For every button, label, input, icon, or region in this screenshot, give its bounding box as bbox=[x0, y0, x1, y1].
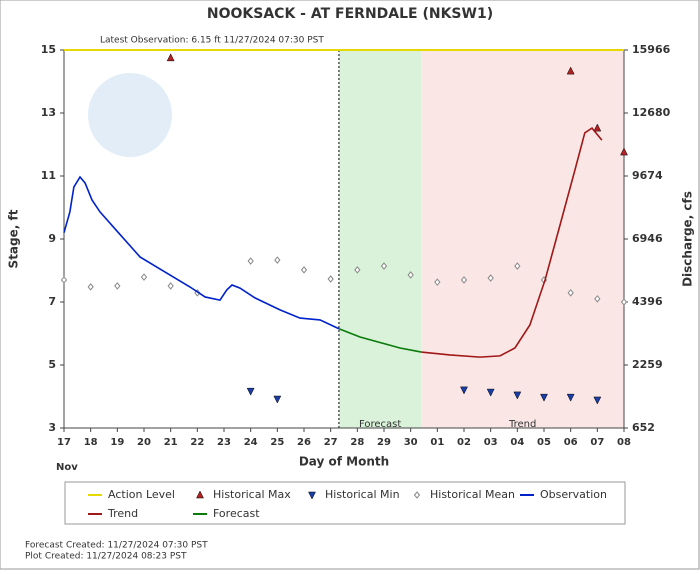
legend-swatch bbox=[413, 491, 421, 499]
footer: Forecast Created: 11/27/2024 07:30 PST bbox=[25, 541, 208, 551]
subtitle: Latest Observation: 6.15 ft 11/27/2024 0… bbox=[100, 36, 324, 46]
legend-label: Historical Mean bbox=[430, 488, 515, 501]
series-marker bbox=[514, 262, 521, 270]
series-marker bbox=[247, 257, 254, 265]
series-marker bbox=[620, 147, 628, 156]
x-tick-label: 21 bbox=[164, 437, 178, 448]
series-marker bbox=[114, 282, 121, 290]
x-axis-label: Day of Month bbox=[299, 455, 389, 469]
series-marker bbox=[567, 289, 574, 297]
series-marker bbox=[166, 53, 175, 62]
y-tick-label: 13 bbox=[41, 106, 56, 119]
y2-tick-label: 6946 bbox=[632, 232, 663, 245]
x-tick-label: 03 bbox=[484, 437, 498, 448]
y2-axis-label: Discharge, cfs bbox=[681, 191, 695, 287]
x-tick-label: 23 bbox=[217, 437, 231, 448]
region-label: Trend bbox=[508, 419, 536, 430]
legend-box bbox=[64, 481, 626, 525]
series-marker bbox=[300, 266, 308, 274]
series-line bbox=[338, 328, 422, 353]
series-marker bbox=[460, 276, 468, 284]
series-marker bbox=[273, 395, 282, 404]
series-marker bbox=[566, 393, 575, 402]
series-marker bbox=[434, 278, 441, 286]
x-tick-label: 18 bbox=[84, 437, 98, 448]
x-tick-label: 27 bbox=[324, 437, 338, 448]
y2-tick-label: 2259 bbox=[632, 358, 663, 371]
series-line bbox=[63, 175, 340, 330]
legend-label: Historical Min bbox=[325, 488, 400, 501]
series-marker bbox=[327, 275, 334, 283]
legend-label: Observation bbox=[540, 488, 607, 501]
y-tick-label: 7 bbox=[48, 295, 56, 308]
series-marker bbox=[380, 262, 388, 270]
legend-label: Action Level bbox=[108, 488, 175, 501]
y-tick-label: 9 bbox=[48, 232, 56, 245]
y-tick-label: 15 bbox=[41, 43, 56, 56]
footer: Plot Created: 11/27/2024 08:23 PST bbox=[25, 552, 187, 562]
series-marker bbox=[60, 276, 68, 284]
series-marker bbox=[593, 396, 602, 405]
series-line bbox=[421, 127, 603, 358]
x-tick-label: 07 bbox=[590, 437, 604, 448]
x-tick-label: 20 bbox=[137, 437, 151, 448]
series-marker bbox=[593, 123, 602, 132]
x-sublabel: Nov bbox=[56, 462, 78, 473]
y-tick-label: 11 bbox=[41, 169, 56, 182]
x-tick-label: 19 bbox=[110, 437, 124, 448]
region bbox=[421, 50, 624, 428]
series-marker bbox=[167, 282, 174, 290]
x-tick-label: 05 bbox=[537, 437, 551, 448]
series-marker bbox=[540, 393, 548, 402]
series-marker bbox=[246, 387, 255, 396]
series-marker bbox=[594, 295, 601, 303]
x-tick-label: 29 bbox=[377, 437, 391, 448]
legend-swatch bbox=[196, 490, 204, 499]
region bbox=[338, 50, 422, 428]
x-tick-label: 28 bbox=[350, 437, 364, 448]
legend-label: Historical Max bbox=[213, 488, 291, 501]
series-marker bbox=[460, 386, 468, 395]
series-marker bbox=[274, 256, 281, 264]
y2-tick-label: 4396 bbox=[632, 295, 663, 308]
x-tick-label: 06 bbox=[564, 437, 578, 448]
chart-title: NOOKSACK - AT FERNDALE (NKSW1) bbox=[207, 6, 493, 22]
x-tick-label: 04 bbox=[510, 437, 524, 448]
y2-tick-label: 9674 bbox=[632, 169, 663, 182]
y2-tick-label: 12680 bbox=[632, 106, 671, 119]
y-tick-label: 5 bbox=[48, 358, 56, 371]
series-marker bbox=[140, 273, 148, 281]
legend-swatch bbox=[308, 491, 316, 500]
region-label: Forecast bbox=[359, 419, 401, 430]
series-marker bbox=[407, 271, 414, 279]
x-tick-label: 17 bbox=[57, 437, 71, 448]
series-marker bbox=[87, 283, 94, 291]
legend-label: Forecast bbox=[213, 507, 260, 520]
series-marker bbox=[486, 388, 495, 397]
series-marker bbox=[566, 66, 575, 75]
x-tick-label: 02 bbox=[457, 437, 471, 448]
x-tick-label: 24 bbox=[244, 437, 258, 448]
x-tick-label: 25 bbox=[270, 437, 284, 448]
y-axis-label: Stage, ft bbox=[7, 209, 21, 268]
x-tick-label: 30 bbox=[404, 437, 418, 448]
x-tick-label: 26 bbox=[297, 437, 311, 448]
x-tick-label: 22 bbox=[190, 437, 204, 448]
series-marker bbox=[354, 266, 361, 274]
y2-tick-label: 15966 bbox=[632, 43, 671, 56]
series-marker bbox=[513, 391, 522, 400]
x-tick-label: 01 bbox=[430, 437, 444, 448]
legend-label: Trend bbox=[107, 507, 138, 520]
series-marker bbox=[487, 274, 494, 282]
y2-tick-label: 652 bbox=[632, 421, 655, 434]
logo bbox=[88, 73, 172, 157]
y-tick-label: 3 bbox=[48, 421, 56, 434]
x-tick-label: 08 bbox=[617, 437, 631, 448]
series-marker bbox=[620, 298, 628, 306]
